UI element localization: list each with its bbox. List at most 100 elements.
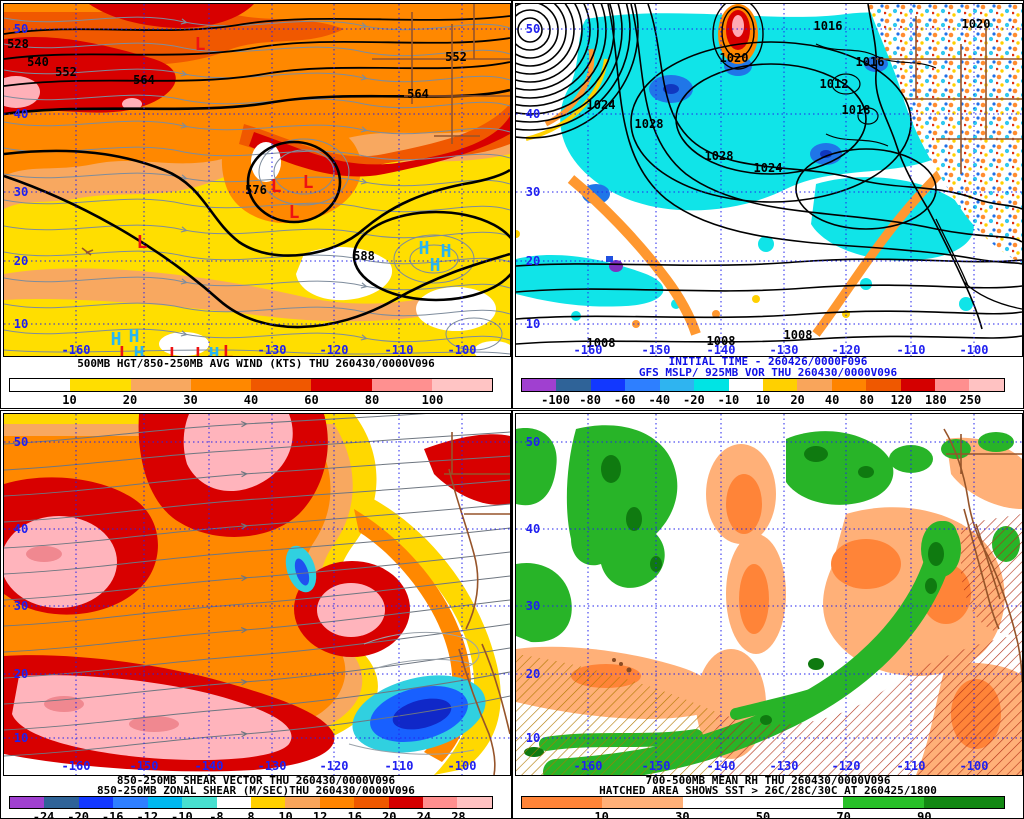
shear-fill xyxy=(4,414,510,775)
colorbar-tick-label: 8 xyxy=(247,810,255,819)
colorbar-segment xyxy=(147,797,183,808)
colorbar-segment xyxy=(694,379,729,391)
colorbar-tick-label: -10 xyxy=(171,810,193,819)
lon-label: -120 xyxy=(320,343,349,356)
high-symbol: H xyxy=(134,343,145,356)
lon-label: -120 xyxy=(832,759,861,773)
colorbar-segment xyxy=(797,379,832,391)
colorbar-tick-labels: -100 -80 -60 -40 -20 -10 10 20 40 80 120 180 250 xyxy=(521,392,1005,407)
colorbar-segment xyxy=(590,379,626,391)
panel3-title-line1: 850-250MB SHEAR VECTOR THU 260430/0000V0… xyxy=(116,774,396,787)
lon-label: -110 xyxy=(897,343,926,356)
colorbar-segment xyxy=(285,797,320,808)
colorbar-tick-label: 28 xyxy=(451,810,466,819)
map-labels: 50 40 30 20 10 -160 -150 -140 -130 -120 … xyxy=(526,22,989,356)
colorbar-segment xyxy=(113,797,148,808)
isobar-label: 1018 xyxy=(842,103,871,117)
isobar-label: 1008 xyxy=(784,328,813,342)
lon-label: -120 xyxy=(320,759,349,773)
contour-labels: 528 540 552 564 552 564 576 588 xyxy=(7,37,467,263)
colorbar-tick-label: -12 xyxy=(136,810,159,819)
map-labels: 50 40 30 20 10 -160 -150 -140 -130 -120 … xyxy=(526,435,989,773)
colorbar-segment xyxy=(935,379,970,391)
panel1-title: 500MB HGT/850-250MB AVG WIND (KTS) THU 2… xyxy=(77,357,435,370)
lat-label: 30 xyxy=(526,599,540,613)
lon-label: -160 xyxy=(574,343,603,356)
isobar-label: 1020 xyxy=(962,17,991,31)
isobar-label: 1028 xyxy=(635,117,664,131)
low-symbol: L xyxy=(169,344,180,356)
colorbar-tick-label: 30 xyxy=(675,810,690,819)
map-labels: 50 40 30 20 10 -160 -150 -140 -130 -120 … xyxy=(14,435,477,773)
colorbar-segment xyxy=(44,797,79,808)
colorbar-segment xyxy=(216,797,251,808)
colorbar-tick-label: 10 xyxy=(755,393,771,407)
colorbar-segment xyxy=(762,797,844,808)
lon-label: -100 xyxy=(448,759,477,773)
colorbar-segment xyxy=(682,797,763,808)
colorbar-segment xyxy=(457,797,492,808)
isobar-label: 1024 xyxy=(754,161,783,175)
map-shear: 50 40 30 20 10 -160 -150 -140 -130 -120 … xyxy=(3,413,511,776)
lat-label: 10 xyxy=(14,731,28,745)
map-mslp-vorticity: 1020 1028 1024 1028 1024 1016 1020 1016 … xyxy=(515,3,1023,357)
colorbar-tick-label: -100 xyxy=(541,393,571,407)
colorbar-tick-label: 12 xyxy=(312,810,328,819)
high-symbol: H xyxy=(209,344,220,356)
colorbar-tick-label: 10 xyxy=(62,393,77,407)
shear-streamlines xyxy=(4,414,510,757)
colorbar-tick-label: 80 xyxy=(364,393,380,407)
lat-label: 10 xyxy=(526,731,540,745)
lon-label: -120 xyxy=(832,343,861,356)
high-symbol: H xyxy=(441,241,452,262)
lat-label: 40 xyxy=(14,522,28,536)
lat-label: 10 xyxy=(526,317,540,331)
colorbar-tick-label: -40 xyxy=(648,393,671,407)
lon-label: -130 xyxy=(258,343,287,356)
lon-label: -150 xyxy=(642,343,671,356)
isobar-labels: 1020 1028 1024 1028 1024 1016 1020 1016 … xyxy=(587,17,991,350)
colorbar-tick-label: 120 xyxy=(890,393,913,407)
lat-label: 50 xyxy=(526,22,540,36)
colorbar-segment xyxy=(190,379,251,391)
lon-label: -140 xyxy=(707,343,736,356)
lon-label: -140 xyxy=(195,759,224,773)
lon-label: -160 xyxy=(62,759,91,773)
colorbar-segment xyxy=(182,797,217,808)
panel-mslp-vorticity: 1020 1028 1024 1028 1024 1016 1020 1016 … xyxy=(512,0,1024,409)
colorbar-tick-label: 40 xyxy=(824,393,840,407)
contour-label: 552 xyxy=(55,65,77,79)
colorbar-scale xyxy=(9,796,493,809)
colorbar-segment xyxy=(969,379,1004,391)
isobar-label: 1008 xyxy=(707,334,736,348)
colorbar-segment xyxy=(423,797,458,808)
lat-label: 40 xyxy=(526,107,540,121)
colorbar-segment xyxy=(522,379,557,391)
colorbar-segment xyxy=(371,379,432,391)
colorbar-segment xyxy=(10,379,71,391)
panel2-title: GFS MSLP/ 925MB VOR THU 260430/0000V096 xyxy=(638,366,898,379)
colorbar-tick-label: 10 xyxy=(594,810,609,819)
colorbar-scale xyxy=(521,796,1005,809)
colorbar-segment xyxy=(625,379,660,391)
colorbar-tick-labels: 10 30 50 70 90 xyxy=(521,809,1005,819)
colorbar-tick-label: -80 xyxy=(579,393,601,407)
lon-label: -100 xyxy=(448,343,477,356)
colorbar-tick-label: 24 xyxy=(416,810,432,819)
colorbar-tick-label: 20 xyxy=(382,810,397,819)
isobar-label: 1024 xyxy=(587,98,616,112)
lat-label: 20 xyxy=(14,254,28,268)
latlon-grid xyxy=(516,4,1022,356)
low-symbol: L xyxy=(137,232,148,253)
latlon-grid xyxy=(4,4,510,356)
panel-mean-rh: 50 40 30 20 10 -160 -150 -140 -130 -120 … xyxy=(512,410,1024,819)
lat-label: 30 xyxy=(526,185,540,199)
colorbar-tick-label: 60 xyxy=(304,393,319,407)
lon-label: -110 xyxy=(897,759,926,773)
colorbar-segment xyxy=(602,797,683,808)
low-symbol: L xyxy=(271,176,282,197)
lat-label: 50 xyxy=(14,22,28,36)
lon-label: -130 xyxy=(770,759,799,773)
colorbar-tick-label: 40 xyxy=(243,393,259,407)
colorbar-tick-label: -20 xyxy=(683,393,705,407)
